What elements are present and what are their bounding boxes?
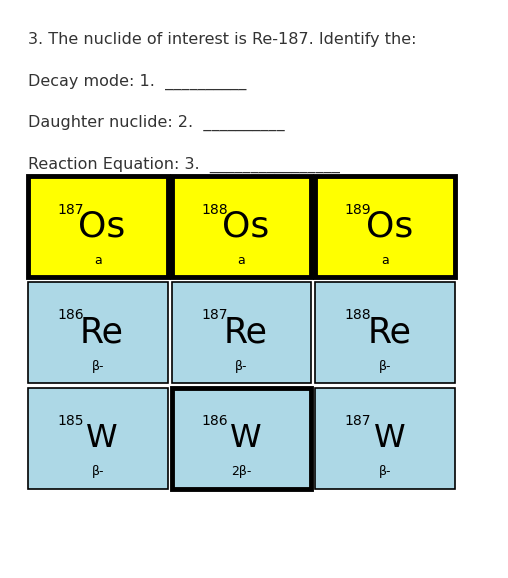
Text: 187: 187 <box>57 203 84 217</box>
Text: Decay mode: 1.  __________: Decay mode: 1. __________ <box>28 73 246 90</box>
Text: 189: 189 <box>345 203 371 217</box>
Text: 187: 187 <box>201 309 228 323</box>
Text: Os: Os <box>78 210 125 244</box>
Text: W: W <box>86 423 118 454</box>
Text: 3. The nuclide of interest is Re-187. Identify the:: 3. The nuclide of interest is Re-187. Id… <box>28 32 417 47</box>
Text: W: W <box>230 423 262 454</box>
Bar <box>172 176 311 277</box>
Text: Re: Re <box>367 316 411 350</box>
Text: 186: 186 <box>57 309 84 323</box>
Bar <box>28 176 168 277</box>
Text: a: a <box>238 254 245 266</box>
Text: 187: 187 <box>345 414 371 428</box>
Bar <box>172 388 311 489</box>
Bar <box>315 176 455 277</box>
Text: 186: 186 <box>201 414 228 428</box>
Text: β-: β- <box>379 465 392 478</box>
Text: W: W <box>374 423 405 454</box>
Text: Re: Re <box>224 316 268 350</box>
Text: 185: 185 <box>57 414 84 428</box>
Text: β-: β- <box>235 360 248 372</box>
Bar <box>28 282 168 383</box>
Bar <box>172 282 311 383</box>
Text: β-: β- <box>379 360 392 372</box>
Text: a: a <box>382 254 389 266</box>
Text: Re: Re <box>80 316 124 350</box>
Text: 188: 188 <box>201 203 228 217</box>
Text: Os: Os <box>222 210 269 244</box>
Text: Os: Os <box>366 210 413 244</box>
Text: Daughter nuclide: 2.  __________: Daughter nuclide: 2. __________ <box>28 115 284 131</box>
Bar <box>315 282 455 383</box>
Text: 188: 188 <box>345 309 371 323</box>
Text: β-: β- <box>91 360 104 372</box>
Text: a: a <box>94 254 102 266</box>
Bar <box>28 388 168 489</box>
Bar <box>315 388 455 489</box>
Text: β-: β- <box>91 465 104 478</box>
Text: 2β-: 2β- <box>231 465 252 478</box>
Text: Reaction Equation: 3.  ________________: Reaction Equation: 3. ________________ <box>28 157 340 173</box>
